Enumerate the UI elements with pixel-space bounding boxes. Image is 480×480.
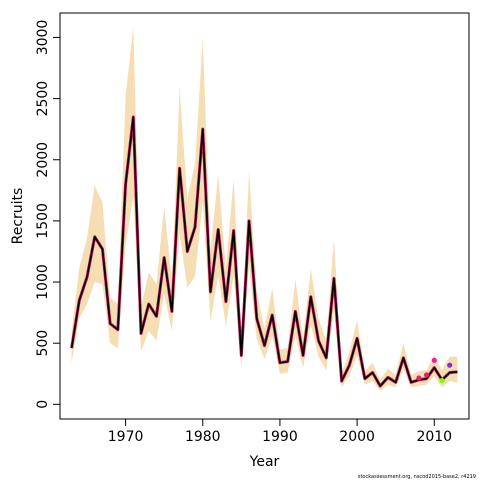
y-tick-label: 2000 [35,142,51,178]
y-tick-label: 3000 [35,20,51,56]
x-tick-label: 1990 [262,429,298,445]
x-axis-title: Year [249,454,280,470]
recruits-estimate-line [70,116,458,387]
y-tick-label: 0 [35,400,51,409]
y-tick-label: 1500 [35,203,51,239]
caption: stockassessment.org, nscod2015-base2, r4… [358,474,476,480]
data-point [416,375,422,381]
x-tick-label: 2000 [339,429,375,445]
data-point [423,372,430,378]
y-tick-label: 2500 [35,81,51,117]
x-tick-label: 1970 [108,429,144,445]
data-point [439,377,445,384]
y-axis-title: Recruits [10,188,26,245]
y-tick-label: 500 [35,330,51,357]
confidence-band [71,26,458,391]
data-point [431,357,437,363]
y-tick-label: 1000 [35,264,51,300]
data-point [447,362,453,368]
x-tick-label: 2010 [416,429,452,445]
x-tick-label: 1980 [185,429,221,445]
